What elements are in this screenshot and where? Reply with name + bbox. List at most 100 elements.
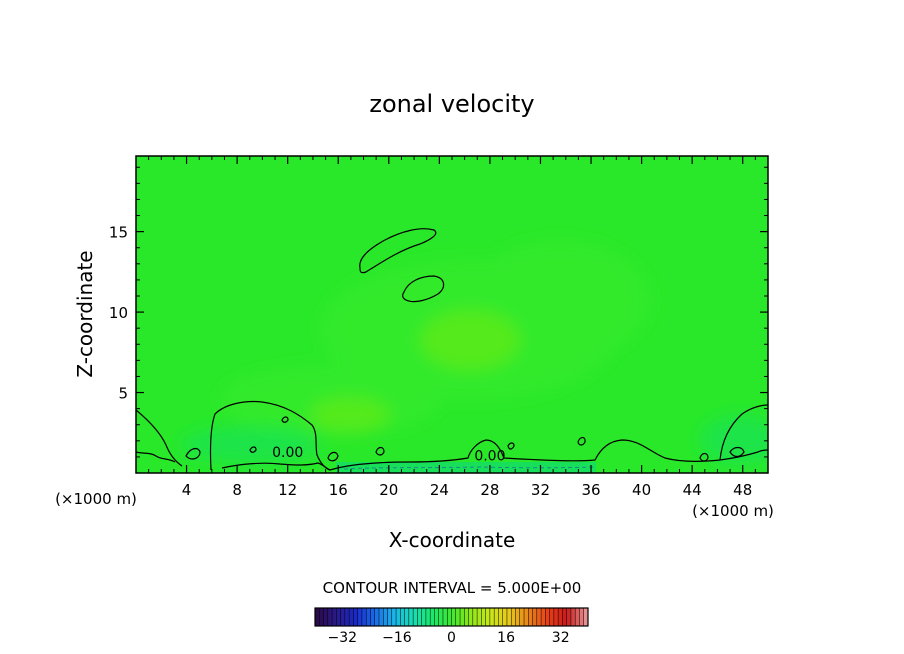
colorbar-cell bbox=[383, 608, 388, 626]
chart-title: zonal velocity bbox=[369, 90, 534, 118]
colorbar-cell bbox=[575, 608, 580, 626]
colorbar-cell bbox=[438, 608, 444, 626]
colorbar-cell bbox=[536, 608, 542, 626]
y-tick-label: 15 bbox=[109, 224, 128, 242]
colorbar-cell bbox=[494, 608, 499, 626]
colorbar-cell bbox=[430, 608, 435, 626]
colorbar-cell bbox=[374, 608, 380, 626]
colorbar-cell bbox=[400, 608, 405, 626]
colorbar-cell bbox=[545, 608, 551, 626]
plot-field: 0.00 0.00 bbox=[136, 156, 768, 473]
colorbar-cell bbox=[579, 608, 585, 626]
field-patch bbox=[310, 397, 390, 433]
colorbar-cell bbox=[442, 608, 448, 626]
colorbar-cell bbox=[502, 608, 508, 626]
x-tick-label: 4 bbox=[182, 481, 192, 499]
colorbar-cell bbox=[336, 608, 341, 626]
y-tick-label: 5 bbox=[118, 385, 128, 403]
contour-line bbox=[402, 275, 445, 303]
field-patch bbox=[700, 415, 768, 465]
colorbar-cell bbox=[404, 608, 410, 626]
colorbar-cell bbox=[417, 608, 423, 626]
colorbar-tick-label: 16 bbox=[497, 630, 515, 646]
colorbar-cell bbox=[391, 608, 397, 626]
x-tick-label: 36 bbox=[581, 481, 600, 499]
colorbar-cell bbox=[421, 608, 427, 626]
colorbar-cell bbox=[366, 608, 371, 626]
colorbar-cell bbox=[570, 608, 576, 626]
colorbar-cell bbox=[506, 608, 512, 626]
colorbar-cell bbox=[451, 608, 457, 626]
contour-line bbox=[185, 447, 201, 460]
contour-label: 0.00 bbox=[272, 445, 303, 461]
contour-line bbox=[327, 451, 339, 462]
contour-label: 0.00 bbox=[474, 448, 505, 464]
colorbar-cell bbox=[477, 608, 482, 626]
contour-line bbox=[281, 416, 289, 423]
colorbar: −32 −16 0 16 32 bbox=[314, 607, 589, 646]
contour-line bbox=[136, 451, 176, 463]
contour-line bbox=[507, 442, 515, 450]
colorbar-cell bbox=[357, 608, 363, 626]
colorbar-cell bbox=[519, 608, 525, 626]
x-unit-label-right: (×1000 m) bbox=[692, 502, 774, 520]
x-tick-label: 12 bbox=[278, 481, 297, 499]
colorbar-cell bbox=[524, 608, 529, 626]
x-tick-label: 8 bbox=[232, 481, 242, 499]
colorbar-cell bbox=[323, 608, 329, 626]
colorbar-cell bbox=[413, 608, 418, 626]
colorbar-cell bbox=[558, 608, 563, 626]
field-patch bbox=[420, 310, 520, 370]
contour-line bbox=[699, 452, 709, 462]
colorbar-cell bbox=[541, 608, 546, 626]
colorbar-cell bbox=[485, 608, 491, 626]
colorbar-cell bbox=[370, 608, 376, 626]
colorbar-cell bbox=[549, 608, 555, 626]
x-tick-label: 32 bbox=[531, 481, 550, 499]
x-axis-label: X-coordinate bbox=[389, 528, 516, 552]
colorbar-cell bbox=[425, 608, 431, 626]
colorbar-cell bbox=[408, 608, 414, 626]
colorbar-cell bbox=[460, 608, 465, 626]
x-tick-label: 40 bbox=[632, 481, 651, 499]
colorbar-cell bbox=[515, 608, 521, 626]
x-tick-label: 20 bbox=[379, 481, 398, 499]
contour-line bbox=[136, 409, 183, 467]
contour-line bbox=[719, 449, 768, 461]
contour-line bbox=[249, 446, 257, 453]
colorbar-cell bbox=[447, 608, 452, 626]
colorbar-cell bbox=[378, 608, 384, 626]
colorbar-tick-label: −32 bbox=[328, 630, 358, 646]
colorbar-cell bbox=[468, 608, 474, 626]
field-patch bbox=[180, 427, 320, 463]
colorbar-tick-label: 0 bbox=[447, 630, 456, 646]
colorbar-cell bbox=[332, 608, 337, 626]
contour-lines bbox=[136, 228, 768, 471]
contour-line-negative bbox=[343, 466, 597, 470]
colorbar-cell bbox=[387, 608, 393, 626]
contour-line bbox=[209, 400, 331, 471]
contour-line bbox=[221, 404, 768, 471]
colorbar-tick-label: −16 bbox=[382, 630, 412, 646]
colorbar-cell bbox=[455, 608, 461, 626]
x-unit-label-left: (×1000 m) bbox=[55, 490, 137, 508]
colorbar-cell bbox=[361, 608, 367, 626]
colorbar-cell bbox=[464, 608, 469, 626]
contour-interval-label: CONTOUR INTERVAL = 5.000E+00 bbox=[323, 579, 582, 597]
contour-line bbox=[375, 446, 385, 456]
colorbar-cell bbox=[319, 608, 324, 626]
y-tick-label: 10 bbox=[109, 304, 128, 322]
colorbar-cell bbox=[489, 608, 495, 626]
y-axis-label: Z-coordinate bbox=[73, 250, 97, 377]
contour-line bbox=[577, 436, 586, 446]
colorbar-cell bbox=[481, 608, 487, 626]
contour-line bbox=[729, 446, 745, 458]
colorbar-cell bbox=[315, 608, 320, 626]
colorbar-cell bbox=[327, 608, 333, 626]
contour-lines-dashed bbox=[343, 466, 597, 470]
colorbar-cell bbox=[511, 608, 516, 626]
colorbar-cell bbox=[498, 608, 504, 626]
colorbar-frame bbox=[314, 607, 589, 627]
